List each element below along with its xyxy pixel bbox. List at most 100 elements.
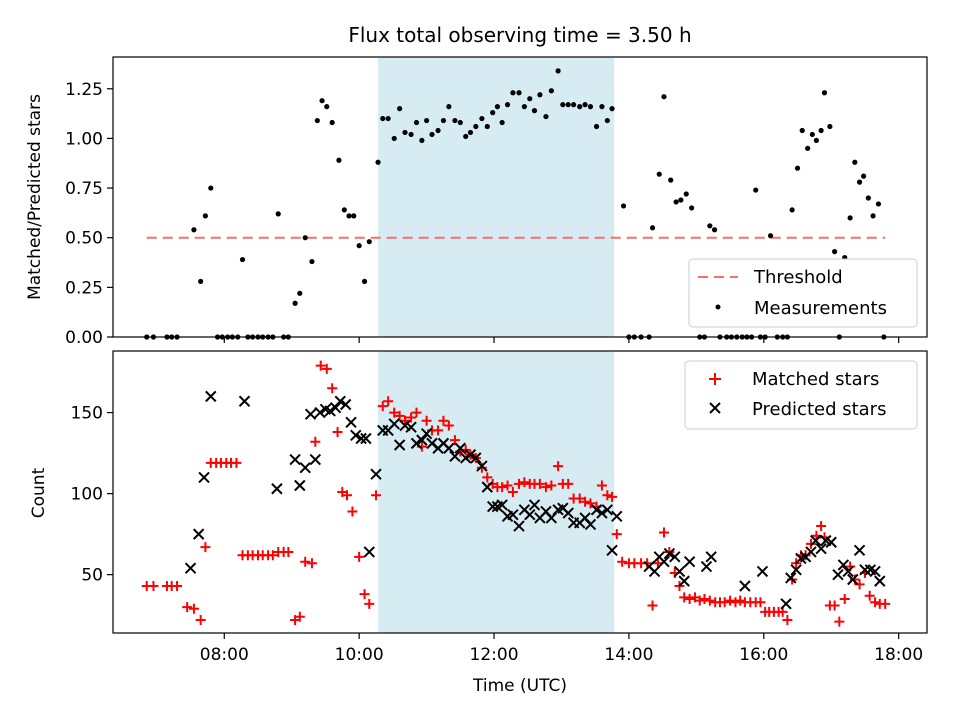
matched-star-point xyxy=(647,600,658,611)
predicted-star-point xyxy=(832,568,844,581)
measurement-point xyxy=(473,123,479,130)
measurement-point xyxy=(435,127,441,134)
measurement-point xyxy=(865,195,871,201)
bottom-x-axis-label: Time (UTC) xyxy=(472,676,567,696)
measurement-point xyxy=(852,159,858,165)
matched-star-point xyxy=(735,595,746,606)
matched-star-point xyxy=(574,493,585,504)
measurement-point xyxy=(604,117,610,124)
measurement-point xyxy=(656,171,662,177)
measurement-point xyxy=(419,137,425,144)
matched-star-point xyxy=(684,593,695,604)
measurement-point xyxy=(599,104,605,110)
measurement-point xyxy=(413,119,420,126)
predicted-star-point xyxy=(486,500,499,513)
matched-star-point xyxy=(364,598,375,609)
predicted-star-point xyxy=(842,565,854,578)
bottom-xtick-label: 08:00 xyxy=(200,645,249,665)
matched-star-point xyxy=(394,410,405,421)
measurement-point xyxy=(440,117,447,124)
matched-star-point xyxy=(476,462,487,473)
predicted-star-point xyxy=(815,543,827,555)
matched-star-point xyxy=(449,435,460,446)
matched-star-point xyxy=(679,592,690,603)
measurement-point xyxy=(543,113,549,120)
measurement-point xyxy=(565,102,571,108)
measurement-point xyxy=(537,92,543,98)
matched-star-point xyxy=(519,477,530,488)
predicted-star-point xyxy=(355,432,367,445)
matched-star-point xyxy=(200,542,211,553)
predicted-star-point xyxy=(350,429,362,441)
bottom-legend-box xyxy=(684,360,918,430)
matched-star-point xyxy=(188,603,199,614)
matched-star-point xyxy=(315,360,326,371)
matched-star-point xyxy=(864,590,875,601)
measurement-point xyxy=(707,223,713,229)
measurement-point xyxy=(380,115,386,122)
measurement-point xyxy=(494,104,501,110)
matched-star-point xyxy=(854,579,865,590)
measurements-legend-label: Measurements xyxy=(754,298,887,319)
predicted-star-point xyxy=(238,395,251,407)
predicted-star-point xyxy=(739,580,751,592)
predicted-star-point xyxy=(363,546,375,558)
bottom-xtick-label: 10:00 xyxy=(335,645,384,665)
measurement-point xyxy=(560,102,566,108)
predicted-star-point xyxy=(658,555,670,568)
measurement-point xyxy=(356,243,362,249)
predicted-star-point xyxy=(756,565,769,578)
measurement-point xyxy=(423,117,430,124)
predicted-legend-label: Predicted stars xyxy=(752,399,886,420)
predicted-star-point xyxy=(780,598,792,610)
measurement-point xyxy=(292,300,298,306)
predicted-star-point xyxy=(449,450,461,463)
measurement-point xyxy=(302,235,308,241)
predicted-star-point xyxy=(393,439,406,451)
matched-star-point xyxy=(507,487,518,497)
measurement-point xyxy=(361,278,368,284)
matched-star-point xyxy=(839,593,850,604)
predicted-star-point xyxy=(192,528,205,540)
measurement-point xyxy=(346,213,352,219)
measurement-point xyxy=(510,90,516,96)
matched-star-point xyxy=(433,425,444,436)
matched-star-point xyxy=(182,602,193,613)
predicted-star-point xyxy=(476,460,488,472)
predicted-star-point xyxy=(324,405,336,417)
measurement-point xyxy=(847,215,853,221)
bottom-shaded-region xyxy=(378,351,615,633)
measurement-point xyxy=(548,88,554,94)
matched-star-point xyxy=(699,593,710,604)
matched-star-point xyxy=(406,412,417,423)
predicted-star-point xyxy=(420,427,433,440)
measurement-point xyxy=(319,98,325,104)
bottom-xtick-label: 14:00 xyxy=(604,645,653,665)
matched-star-point xyxy=(553,461,564,472)
measurement-point xyxy=(329,119,335,126)
measurement-point xyxy=(484,123,490,130)
predicted-star-point xyxy=(790,564,802,576)
bottom-legend: Matched stars Predicted stars xyxy=(684,360,918,430)
measurement-point xyxy=(375,159,381,165)
measurement-point xyxy=(767,233,774,239)
predicted-star-point xyxy=(370,468,382,480)
measurement-point xyxy=(818,127,824,134)
chart-title: Flux total observing time = 3.50 h xyxy=(348,23,691,47)
top-y-axis-label: Matched/Predicted stars xyxy=(25,94,45,300)
matched-star-point xyxy=(719,597,730,608)
predicted-star-point xyxy=(513,520,525,532)
matched-star-point xyxy=(602,490,613,501)
top-shaded-region xyxy=(378,57,615,337)
matched-star-point xyxy=(870,597,881,608)
measurement-point xyxy=(870,213,876,219)
predicted-star-point xyxy=(606,544,618,557)
matched-star-point xyxy=(497,482,508,493)
predicted-star-point xyxy=(810,534,822,547)
measurement-point xyxy=(351,213,357,219)
top-legend-box xyxy=(688,258,918,328)
matched-star-point xyxy=(400,415,411,426)
measurement-point xyxy=(678,197,684,203)
measurement-point xyxy=(582,102,588,108)
matched-star-point xyxy=(482,472,493,483)
